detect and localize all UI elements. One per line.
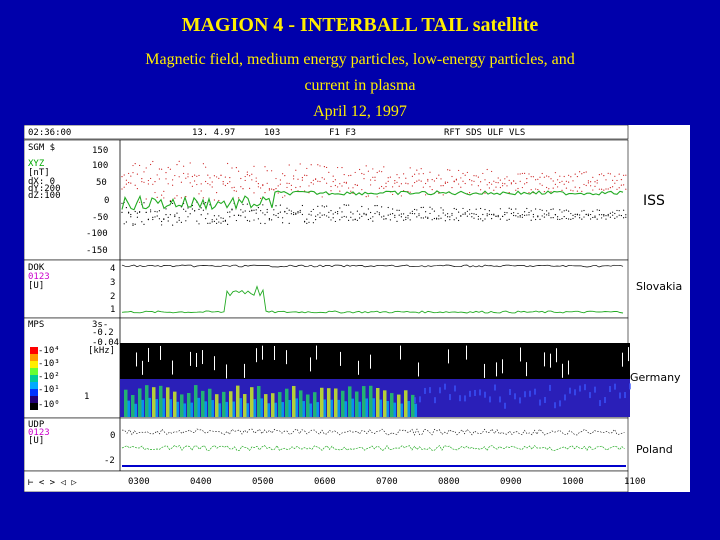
sgm-dx: dX: 0	[28, 177, 55, 187]
dok-tick-1: 1	[110, 305, 115, 315]
dok-panel	[24, 259, 629, 319]
time-tick-label: 1000	[562, 477, 584, 487]
sgm-tick-m150: -150	[86, 246, 108, 256]
sgm-tick-150: 150	[92, 146, 108, 156]
dok-tick-2: 2	[110, 292, 115, 302]
colorbar-swatch	[30, 354, 38, 361]
colorbar-swatch	[30, 368, 38, 375]
sgm-dz: dZ:100	[28, 191, 61, 201]
mps-scale-0: -10⁰	[38, 400, 60, 410]
data-plot-panel: 02:36:00 13. 4.97 103 F1 F3 RFT SDS ULF …	[24, 125, 690, 492]
time-tick-label: 0700	[376, 477, 398, 487]
date-code: 13. 4.97	[192, 128, 235, 138]
sgm-tick-m100: -100	[86, 229, 108, 239]
sgm-dy: dY:200	[28, 184, 61, 194]
colorbar-swatch	[30, 361, 38, 368]
sgm-tick-0: 0	[104, 196, 109, 206]
sgm-tick-m50: -50	[92, 213, 108, 223]
date-line: April 12, 1997	[313, 103, 407, 120]
filters-label: F1 F3	[329, 128, 356, 138]
time-tick-label: 0400	[190, 477, 212, 487]
sgm-tick-100: 100	[92, 161, 108, 171]
sgm-name: SGM $	[28, 143, 55, 153]
colorbar-swatch	[30, 389, 38, 396]
mps-side-2: -0.2	[92, 328, 114, 338]
mps-side-1: 3s-	[92, 320, 108, 330]
mps-name: MPS	[28, 320, 44, 330]
nav-controls[interactable]: ⊢ < > ◁ ▷	[28, 478, 77, 488]
mps-scale-4: -10⁴	[38, 346, 60, 356]
mps-scale-2: -10²	[38, 372, 60, 382]
udp-tick-m2: -2	[104, 456, 115, 466]
colorbar-swatch	[30, 347, 38, 354]
time-tick-label: 0500	[252, 477, 274, 487]
sgm-unit: [nT]	[28, 168, 50, 178]
time-tick-label: 0300	[128, 477, 150, 487]
label-iss: ISS	[643, 193, 665, 209]
udp-tick-0: 0	[110, 431, 115, 441]
dok-name: DOK	[28, 263, 45, 273]
time-tick-label: 0900	[500, 477, 522, 487]
udp-code: 0123	[28, 428, 50, 438]
udp-traces	[121, 428, 626, 467]
mps-mark: 1	[84, 392, 89, 402]
subtitle-line-1: Magnetic field, medium energy particles,…	[145, 51, 575, 68]
sgm-panel	[24, 139, 629, 261]
dok-tick-4: 4	[110, 264, 115, 274]
time-readout: 02:36:00	[28, 128, 71, 138]
mps-side-3: [kHz]	[88, 346, 115, 356]
mps-side-4: -0.04	[92, 338, 119, 348]
plot-canvas: 02:36:00 13. 4.97 103 F1 F3 RFT SDS ULF …	[24, 125, 646, 492]
colorbar-swatch	[30, 403, 38, 410]
time-tick-label: 0600	[314, 477, 336, 487]
time-tick-label: 0800	[438, 477, 460, 487]
mps-scale-3: -10³	[38, 359, 60, 369]
colorbar-swatch	[30, 396, 38, 403]
time-axis-bar	[24, 470, 629, 492]
modes-label: RFT SDS ULF VLS	[444, 128, 525, 138]
mps-scale-1: -10¹	[38, 385, 60, 395]
udp-name: UDP	[28, 420, 45, 430]
dok-code: 0123	[28, 272, 50, 282]
time-tick-label: 1100	[624, 477, 646, 487]
time-ticks: 0300 0400 0500 0600 0700 0800 0900 1000 1100	[128, 477, 646, 487]
subtitle-line-2: current in plasma	[304, 77, 416, 94]
label-poland: Poland	[636, 443, 673, 456]
slide-title: MAGION 4 - INTERBALL TAIL satellite	[181, 14, 539, 36]
orbit-number: 103	[264, 128, 280, 138]
sgm-tick-50: 50	[96, 178, 107, 188]
udp-panel	[24, 417, 629, 472]
colorbar-swatch	[30, 382, 38, 389]
dok-tick-3: 3	[110, 278, 115, 288]
mps-spectrogram-detail	[124, 345, 631, 417]
mps-colorbar	[30, 347, 38, 410]
dok-traces	[121, 264, 624, 314]
top-bar	[24, 125, 629, 140]
sgm-xyz: XYZ	[28, 159, 45, 169]
label-germany: Germany	[630, 371, 681, 384]
dok-unit: [U]	[28, 281, 44, 291]
label-slovakia: Slovakia	[636, 280, 683, 293]
colorbar-swatch	[30, 375, 38, 382]
sgm-traces	[121, 160, 627, 226]
udp-unit: [U]	[28, 436, 44, 446]
